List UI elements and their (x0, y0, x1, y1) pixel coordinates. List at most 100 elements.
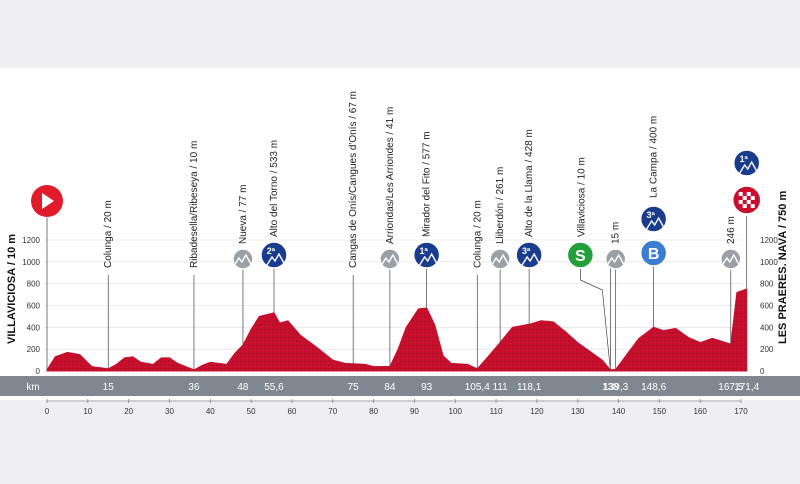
finish-check (746, 192, 751, 196)
km-axis-tick-label: 140 (612, 407, 626, 416)
mountain-glyph (266, 252, 286, 266)
km-axis-tick-label: 0 (45, 407, 50, 416)
elevation-tick-left: 1200 (22, 236, 40, 245)
start-label: VILLAVICIOSA / 10 m (6, 234, 18, 344)
category-badge (515, 241, 543, 269)
category-label: 1ª (419, 246, 428, 256)
km-bar-label: 138 (602, 382, 619, 393)
km-word-label: km (26, 382, 39, 393)
km-axis-tick-label: 40 (206, 407, 215, 416)
km-axis-tick-label: 100 (449, 407, 463, 416)
finish-check (742, 204, 747, 208)
sprint-badge-letter: S (575, 248, 586, 265)
waypoint-label: Arriondas/Les Arriondes / 41 m (385, 107, 396, 244)
elevation-tick-right: 200 (760, 345, 774, 354)
km-axis-tick-label: 50 (247, 407, 256, 416)
elevation-tick-right: 1200 (760, 236, 778, 245)
km-axis-tick-label: 20 (124, 407, 133, 416)
km-bar-label: 84 (384, 382, 396, 393)
km-bar-label: 139,3 (603, 382, 628, 393)
km-axis-tick-label: 10 (83, 407, 92, 416)
elevation-tick-left: 800 (27, 280, 41, 289)
km-bar-label: 55,6 (264, 382, 284, 393)
km-axis-tick-label: 110 (490, 407, 503, 416)
km-bar-label: 167,5 (718, 382, 743, 393)
finish-check (750, 204, 755, 208)
category-badge (639, 205, 668, 233)
elevation-tick-left: 200 (27, 345, 41, 354)
category-badge (732, 149, 761, 177)
finish-check (738, 192, 743, 196)
bonus-badge (639, 239, 668, 267)
km-axis-tick-label: 170 (734, 407, 748, 416)
sprint-connector (580, 268, 611, 370)
km-bar-label: 15 (103, 382, 115, 393)
km-bar (0, 376, 800, 396)
category-badge (260, 241, 288, 269)
elevation-tick-right: 1000 (760, 258, 778, 267)
waypoint-label: Alto de la Llama / 428 m (524, 129, 535, 237)
elevation-tick-right: 400 (760, 323, 774, 332)
km-axis-tick-label: 70 (328, 407, 337, 416)
km-axis-tick-label: 90 (410, 407, 419, 416)
sprint-badge (566, 241, 595, 269)
elevation-tick-right: 0 (760, 367, 765, 376)
km-axis-tick-label: 150 (653, 407, 667, 416)
km-bar-label: 171,4 (734, 382, 759, 393)
mountain-glyph (646, 216, 666, 230)
category-label: 1ª (740, 154, 749, 164)
waypoint-label: 246 m (726, 216, 737, 244)
elevation-tick-right: 800 (760, 280, 774, 289)
elevation-tick-left: 0 (36, 367, 41, 376)
finish-check (738, 200, 743, 204)
elevation-tick-right: 600 (760, 302, 774, 311)
km-bar-label: 148,6 (641, 382, 666, 393)
km-axis-tick-label: 60 (287, 407, 296, 416)
category-badge (412, 241, 441, 269)
finish-check (746, 200, 751, 204)
km-axis-tick-label: 30 (165, 407, 174, 416)
finish-check (750, 196, 755, 200)
start-play-icon (42, 193, 54, 209)
km-axis-tick-label: 80 (369, 407, 378, 416)
km-bar-label: 105,4 (465, 382, 490, 393)
km-bar-label: 36 (188, 382, 200, 393)
mountain-glyph (490, 253, 510, 267)
waypoint-label: Colunga / 20 m (103, 200, 114, 268)
elevation-tick-left: 400 (27, 323, 41, 332)
finish-check (742, 196, 747, 200)
km-bar-label: 48 (237, 382, 249, 393)
mountain-glyph (380, 253, 400, 267)
elevation-tick-left: 1000 (22, 258, 40, 267)
km-axis-tick-label: 160 (693, 407, 707, 416)
mountain-glyph (233, 253, 253, 267)
km-bar-label: 93 (421, 382, 433, 393)
waypoint-label: Alto del Torno / 533 m (269, 140, 280, 237)
km-axis-tick-label: 120 (530, 407, 544, 416)
elevation-tick-left: 600 (27, 302, 41, 311)
waypoint-label: 15 m (611, 222, 622, 244)
category-label: 3ª (522, 246, 531, 256)
km-bar-label: 111 (493, 382, 509, 393)
waypoint-label: Colunga / 20 m (472, 200, 483, 268)
km-bar-label: 118,1 (517, 382, 542, 393)
waypoint-label: La Campa / 400 m (649, 116, 660, 198)
waypoint-label: Lliberdón / 261 m (495, 167, 506, 244)
waypoint-label: Nueva / 77 m (238, 185, 249, 244)
mountain-glyph (419, 252, 439, 266)
elevation-profile-area (46, 288, 748, 372)
km-bar-label: 75 (348, 382, 360, 393)
waypoint-label: Cangas de Onís/Cangues d'Onís / 67 m (348, 91, 359, 268)
waypoint-label: Ribadesella/Ribeseya / 10 m (189, 141, 200, 268)
finish-label: LES PRAERES. NAVA / 750 m (777, 191, 789, 344)
mountain-glyph (521, 252, 541, 266)
category-label: 2ª (267, 246, 276, 256)
bonus-badge-letter: B (648, 246, 660, 263)
mountain-glyph (721, 253, 741, 267)
mountain-glyph (739, 160, 759, 174)
category-label: 3ª (646, 210, 655, 220)
waypoint-label: Villaviciosa / 10 m (576, 157, 587, 237)
km-axis-tick-label: 130 (571, 407, 585, 416)
